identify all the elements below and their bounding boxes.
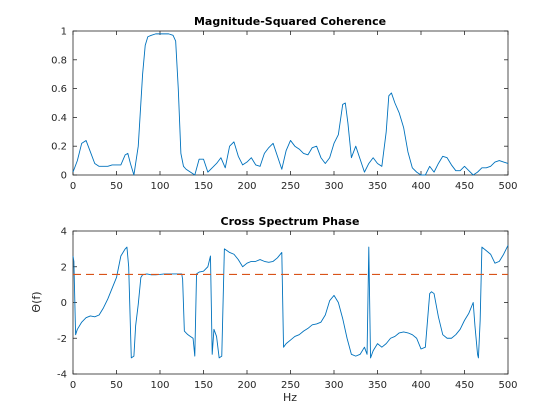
coherence-x-tick-label: 100 — [150, 181, 169, 192]
phase-y-ticks: -4 -2 0 2 4 — [57, 227, 508, 381]
phase-y-tick-label: -2 — [57, 334, 67, 345]
coherence-series-line — [72, 33, 509, 176]
coherence-y-tick-label: 1 — [61, 27, 67, 38]
coherence-x-tick-label: 450 — [455, 181, 474, 192]
coherence-x-tick-label: 0 — [70, 181, 76, 192]
phase-x-tick-label: 350 — [368, 380, 387, 391]
coherence-series-group — [72, 33, 509, 176]
coherence-x-tick-label: 250 — [281, 181, 300, 192]
phase-x-tick-label: 500 — [498, 380, 517, 391]
coherence-y-ticks: 0 0.2 0.4 0.6 0.8 1 — [51, 27, 508, 182]
phase-subplot: Cross Spectrum Phase 0 50 100 150 200 250 300 3… — [30, 215, 518, 404]
phase-x-tick-label: 300 — [324, 380, 343, 391]
coherence-x-tick-label: 350 — [368, 181, 387, 192]
coherence-x-tick-label: 400 — [411, 181, 430, 192]
phase-y-tick-label: 4 — [61, 227, 67, 238]
coherence-y-tick-label: 0.6 — [51, 84, 67, 95]
coherence-subplot: Magnitude-Squared Coherence 0 50 100 150 200… — [51, 15, 517, 192]
coherence-x-tick-label: 50 — [110, 181, 123, 192]
phase-x-tick-label: 150 — [194, 380, 213, 391]
phase-x-tick-label: 0 — [70, 380, 76, 391]
coherence-y-tick-label: 0.8 — [51, 55, 67, 66]
phase-series-line — [72, 245, 509, 359]
coherence-x-tick-label: 200 — [237, 181, 256, 192]
phase-x-tick-label: 450 — [455, 380, 474, 391]
coherence-axes-box — [72, 30, 509, 176]
phase-x-tick-label: 400 — [411, 380, 430, 391]
phase-x-tick-label: 50 — [110, 380, 123, 391]
phase-series-group — [72, 245, 509, 359]
phase-y-tick-label: 0 — [61, 298, 67, 309]
phase-x-tick-label: 100 — [150, 380, 169, 391]
coherence-title: Magnitude-Squared Coherence — [194, 15, 386, 28]
coherence-x-tick-label: 150 — [194, 181, 213, 192]
phase-y-tick-label: 2 — [61, 262, 67, 273]
coherence-x-ticks: 0 50 100 150 200 250 300 350 400 450 500 — [70, 31, 518, 192]
coherence-y-tick-label: 0.2 — [51, 142, 67, 153]
phase-x-tick-label: 200 — [237, 380, 256, 391]
coherence-y-tick-label: 0 — [61, 171, 67, 182]
phase-x-axis-label: Hz — [283, 391, 297, 404]
phase-title: Cross Spectrum Phase — [221, 215, 360, 228]
coherence-x-tick-label: 300 — [324, 181, 343, 192]
coherence-x-tick-label: 500 — [498, 181, 517, 192]
phase-y-tick-label: -4 — [57, 370, 67, 381]
phase-x-ticks: 0 50 100 150 200 250 300 350 400 450 500 — [70, 231, 518, 391]
coherence-y-tick-label: 0.4 — [51, 113, 67, 124]
phase-x-tick-label: 250 — [281, 380, 300, 391]
phase-y-axis-label: Θ(f) — [30, 291, 43, 312]
